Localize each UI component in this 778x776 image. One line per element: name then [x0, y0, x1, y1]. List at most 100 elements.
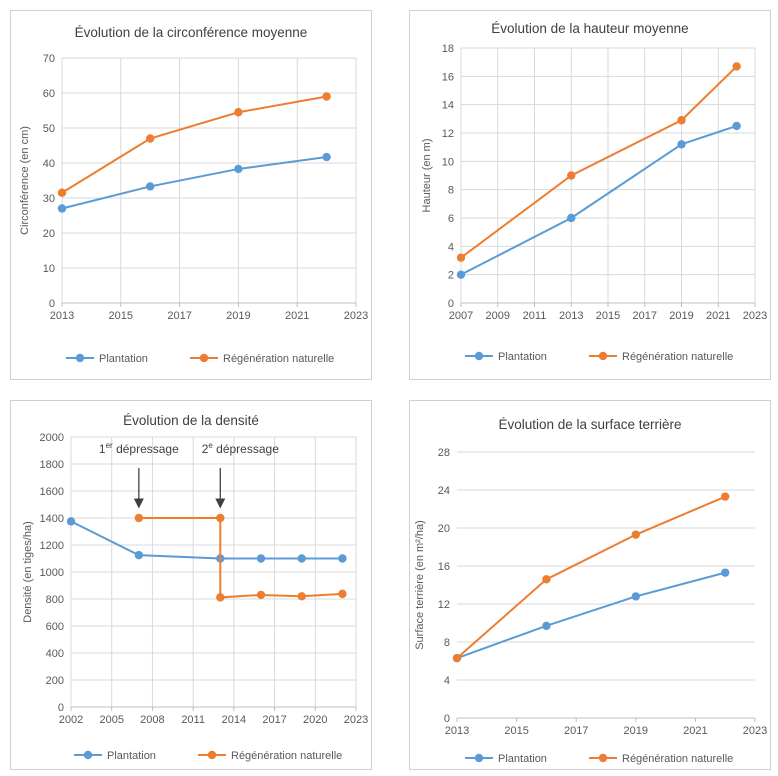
chart-basal-area: Évolution de la surface terrière 0 4 8 12 16 2… — [409, 400, 771, 770]
data-point — [234, 165, 242, 173]
legend-swatch-marker — [76, 354, 84, 362]
legend-label: Plantation — [498, 351, 547, 363]
x-tick-label: 2015 — [596, 310, 620, 322]
x-tick-label: 2017 — [564, 725, 588, 737]
x-tick-label: 2015 — [504, 725, 528, 737]
x-tick-label: 2023 — [743, 310, 767, 322]
y-tick-label: 10 — [43, 263, 55, 275]
y-tick-label: 16 — [438, 561, 450, 573]
y-tick-label: 30 — [43, 193, 55, 205]
y-axis-label: Densité (en tiges/ha) — [22, 521, 34, 623]
data-point — [567, 214, 575, 222]
x-tick-label: 2013 — [559, 310, 583, 322]
data-point — [135, 514, 143, 522]
x-tick-label: 2011 — [523, 310, 547, 322]
y-tick-label: 1600 — [40, 486, 64, 498]
legend-swatch-marker — [84, 751, 92, 759]
y-tick-label: 4 — [444, 675, 450, 687]
y-tick-label: 8 — [444, 637, 450, 649]
chart-circumference: Évolution de la circonférence moyenne 0 10… — [10, 10, 372, 380]
y-tick-label: 16 — [442, 71, 454, 83]
y-tick-label: 70 — [43, 53, 55, 65]
y-tick-label: 1200 — [40, 540, 64, 552]
legend-label: Régénération naturelle — [622, 351, 733, 363]
chart-title: Évolution de la surface terrière — [498, 417, 681, 432]
chart-frame — [410, 401, 771, 770]
legend-swatch-marker — [599, 352, 607, 360]
data-point — [67, 517, 75, 525]
y-axis-label: Circonférence (en cm) — [19, 126, 31, 235]
x-tick-label: 2007 — [449, 310, 473, 322]
legend-label: Plantation — [99, 353, 148, 365]
data-point — [135, 551, 143, 559]
legend-label: Régénération naturelle — [223, 353, 334, 365]
legend-swatch-marker — [200, 354, 208, 362]
x-tick-label: 2002 — [59, 714, 83, 726]
x-tick-label: 2017 — [262, 714, 286, 726]
legend-label: Plantation — [107, 750, 156, 762]
y-tick-label: 28 — [438, 447, 450, 459]
x-tick-label: 2021 — [683, 725, 707, 737]
data-point — [257, 554, 265, 562]
y-tick-label: 0 — [49, 298, 55, 310]
data-point — [58, 204, 66, 212]
data-point — [338, 590, 346, 598]
x-tick-label: 2019 — [669, 310, 693, 322]
chart-title: Évolution de la circonférence moyenne — [75, 25, 308, 40]
data-point — [732, 122, 740, 130]
legend-swatch-marker — [208, 751, 216, 759]
data-point — [257, 591, 265, 599]
y-tick-label: 12 — [442, 128, 454, 140]
data-point — [322, 153, 330, 161]
legend-swatch-marker — [599, 754, 607, 762]
y-tick-label: 24 — [438, 485, 450, 497]
y-tick-label: 1000 — [40, 567, 64, 579]
y-tick-label: 40 — [43, 158, 55, 170]
data-point — [146, 134, 154, 142]
data-point — [457, 270, 465, 278]
data-point — [567, 171, 575, 179]
y-tick-label: 2000 — [40, 432, 64, 444]
x-tick-label: 2008 — [140, 714, 164, 726]
chart-height: Évolution de la hauteur moyenne 0 2 4 6 8 10 12… — [409, 10, 771, 380]
data-point — [542, 575, 550, 583]
data-point — [298, 554, 306, 562]
annotation-label: 2e dépressage — [202, 441, 280, 456]
x-tick-label: 2013 — [445, 725, 469, 737]
x-tick-label: 2020 — [303, 714, 327, 726]
y-tick-label: 50 — [43, 123, 55, 135]
x-tick-label: 2023 — [743, 725, 767, 737]
x-tick-label: 2014 — [222, 714, 246, 726]
y-axis-label: Surface terrière (en m²/ha) — [414, 520, 426, 650]
y-tick-label: 0 — [58, 702, 64, 714]
y-tick-label: 1800 — [40, 459, 64, 471]
data-point — [721, 568, 729, 576]
data-point — [677, 140, 685, 148]
x-tick-label: 2023 — [344, 310, 368, 322]
x-tick-label: 2011 — [181, 714, 205, 726]
y-tick-label: 14 — [442, 100, 454, 112]
y-tick-label: 2 — [448, 270, 454, 282]
x-tick-label: 2017 — [633, 310, 657, 322]
x-tick-label: 2013 — [50, 310, 74, 322]
y-tick-label: 20 — [438, 523, 450, 535]
data-point — [453, 654, 461, 662]
x-tick-label: 2019 — [624, 725, 648, 737]
x-tick-label: 2021 — [706, 310, 730, 322]
x-tick-label: 2019 — [226, 310, 250, 322]
x-tick-label: 2015 — [109, 310, 133, 322]
chart-density: Évolution de la densité 0 200 400 600 800 1000… — [10, 400, 372, 770]
y-tick-label: 10 — [442, 156, 454, 168]
legend-label: Régénération naturelle — [231, 750, 342, 762]
x-tick-label: 2023 — [344, 714, 368, 726]
data-point — [216, 514, 224, 522]
y-tick-label: 1400 — [40, 513, 64, 525]
y-tick-label: 200 — [46, 675, 64, 687]
legend-label: Plantation — [498, 753, 547, 765]
data-point — [677, 116, 685, 124]
data-point — [216, 593, 224, 601]
y-tick-label: 4 — [448, 241, 454, 253]
y-axis-label: Hauteur (en m) — [421, 139, 433, 213]
y-tick-label: 6 — [448, 213, 454, 225]
data-point — [338, 554, 346, 562]
